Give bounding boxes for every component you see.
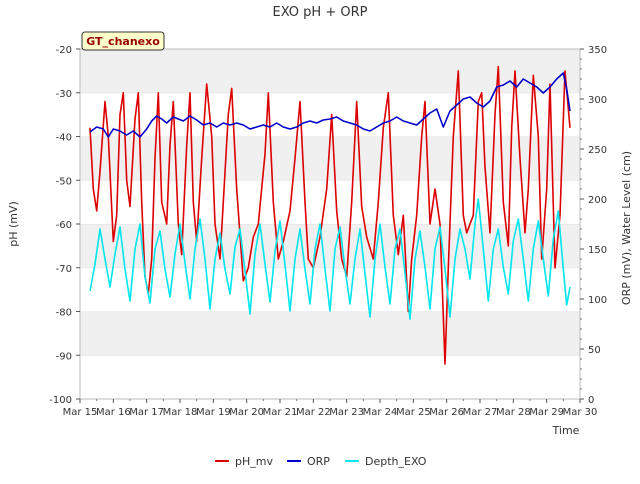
site-label-box <box>81 31 165 51</box>
chart-title: EXO pH + ORP <box>273 5 368 20</box>
background-band <box>80 355 580 399</box>
y-left-tick-label: -90 <box>56 351 72 362</box>
site-label: GT_chanexo <box>81 31 165 51</box>
legend-label-ph-mv: pH_mv <box>235 455 273 468</box>
x-tick-label: Mar 27 <box>463 407 498 418</box>
background-band <box>80 311 580 356</box>
y-axis-left: -100 -90 -80 -70 -60 -50 -40 -30 -20 <box>49 45 80 406</box>
y-left-tick-label: -80 <box>56 308 72 319</box>
y-left-tick-label: -40 <box>56 133 72 144</box>
y-right-tick-label: 50 <box>588 345 601 356</box>
legend-label-orp: ORP <box>307 455 330 468</box>
x-tick-label: Mar 26 <box>429 407 464 418</box>
x-tick-label: Mar 18 <box>163 407 198 418</box>
series-line-ph-mv <box>89 65 571 365</box>
y-right-tick-label: 250 <box>588 145 607 156</box>
x-tick-label: Mar 30 <box>563 407 598 418</box>
x-tick-label: Mar 21 <box>263 407 298 418</box>
y-right-tick-label: 150 <box>588 245 607 256</box>
background-band <box>80 49 580 93</box>
x-tick-label: Mar 22 <box>296 407 331 418</box>
site-label-text: GT_chanexo <box>86 35 160 48</box>
y-right-tick-label: 0 <box>588 395 594 406</box>
y-right-tick-label: 100 <box>588 295 607 306</box>
y-right-tick-label: 300 <box>588 95 607 106</box>
y-axis-left-label: pH (mV) <box>7 201 20 247</box>
x-tick-label: Mar 17 <box>129 407 164 418</box>
series-layer <box>89 65 571 365</box>
legend-label-depth-exo: Depth_EXO <box>365 455 427 468</box>
series-line-orp <box>89 72 571 138</box>
x-tick-label: Mar 20 <box>229 407 264 418</box>
y-left-tick-label: -100 <box>49 395 72 406</box>
x-tick-label: Mar 16 <box>96 407 131 418</box>
y-axis-right: 0 50 100 150 200 250 300 350 <box>580 45 607 406</box>
y-right-tick-label: 350 <box>588 45 607 56</box>
x-tick-label: Mar 23 <box>329 407 364 418</box>
x-tick-label: Mar 29 <box>529 407 564 418</box>
x-tick-label: Mar 24 <box>363 407 398 418</box>
y-axis-right-label: ORP (mV), Water Level (cm) <box>620 151 633 305</box>
x-tick-label: Mar 15 <box>63 407 98 418</box>
x-tick-label: Mar 19 <box>196 407 231 418</box>
series-line-depth-exo <box>89 198 571 320</box>
legend: pH_mv ORP Depth_EXO <box>215 455 427 468</box>
background-band <box>80 224 580 268</box>
y-left-tick-label: -50 <box>56 176 72 187</box>
y-left-tick-label: -30 <box>56 89 72 100</box>
y-left-tick-label: -60 <box>56 220 72 231</box>
x-axis-label: Time <box>552 424 580 437</box>
y-right-tick-label: 200 <box>588 195 607 206</box>
x-tick-label: Mar 28 <box>496 407 531 418</box>
x-tick-label: Mar 25 <box>396 407 431 418</box>
y-left-tick-label: -70 <box>56 264 72 275</box>
y-left-tick-label: -20 <box>56 45 72 56</box>
background-band <box>80 180 580 224</box>
